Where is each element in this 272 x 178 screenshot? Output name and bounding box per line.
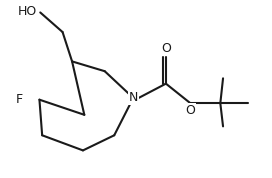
Text: N: N <box>129 91 138 104</box>
Text: F: F <box>16 93 23 106</box>
Text: HO: HO <box>18 5 37 18</box>
Text: O: O <box>186 104 195 117</box>
Text: O: O <box>161 41 171 55</box>
